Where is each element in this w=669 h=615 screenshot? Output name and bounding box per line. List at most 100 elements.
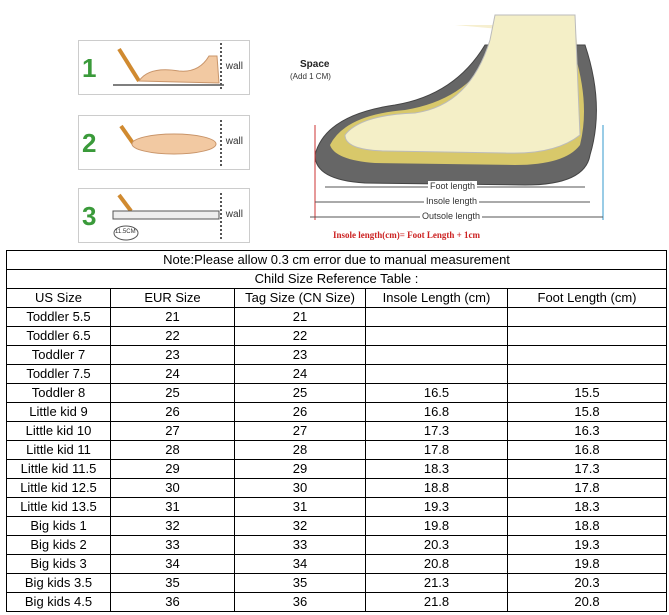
- table-cell: 16.5: [365, 383, 508, 403]
- table-cell: 27: [110, 421, 235, 441]
- insole-formula: Insole length(cm)= Foot Length + 1cm: [333, 230, 480, 240]
- header-row: US Size EUR Size Tag Size (CN Size) Inso…: [6, 288, 667, 308]
- table-cell: 25: [234, 383, 366, 403]
- outsole-length-label: Outsole length: [420, 211, 483, 221]
- table-cell: Little kid 12.5: [6, 478, 111, 498]
- table-row: Big kids 3 34 34 20.8 19.8: [6, 554, 667, 574]
- table-cell: Big kids 1: [6, 516, 111, 536]
- table-cell: 20.3: [365, 535, 508, 555]
- table-cell: 33: [234, 535, 366, 555]
- table-row: Big kids 3.5 35 35 21.3 20.3: [6, 573, 667, 593]
- table-cell: Big kids 3: [6, 554, 111, 574]
- note-row: Note:Please allow 0.3 cm error due to ma…: [6, 250, 667, 270]
- table-title: Child Size Reference Table :: [6, 269, 667, 289]
- table-cell: [507, 307, 667, 327]
- table-cell: Little kid 13.5: [6, 497, 111, 517]
- table-cell: 28: [110, 440, 235, 460]
- space-sub-label: (Add 1 CM): [290, 72, 331, 81]
- column-header: Tag Size (CN Size): [234, 288, 366, 308]
- wall-label: wall: [225, 136, 243, 147]
- table-cell: 21.3: [365, 573, 508, 593]
- column-header: Insole Length (cm): [365, 288, 508, 308]
- column-header: Foot Length (cm): [507, 288, 667, 308]
- table-cell: [507, 326, 667, 346]
- table-cell: Toddler 7: [6, 345, 111, 365]
- table-cell: Toddler 8: [6, 383, 111, 403]
- step-3-panel: 3 11.5CM wall: [78, 188, 250, 243]
- table-cell: 20.3: [507, 573, 667, 593]
- size-table: Note:Please allow 0.3 cm error due to ma…: [6, 250, 667, 612]
- table-cell: 21: [110, 307, 235, 327]
- table-cell: 21: [234, 307, 366, 327]
- table-cell: 26: [110, 402, 235, 422]
- table-cell: 36: [234, 592, 366, 612]
- table-cell: 17.3: [507, 459, 667, 479]
- measurement-banner: 1 wall 2 wall 3: [0, 0, 669, 250]
- table-cell: 20.8: [507, 592, 667, 612]
- table-cell: Big kids 4.5: [6, 592, 111, 612]
- table-cell: 17.8: [507, 478, 667, 498]
- table-cell: Toddler 6.5: [6, 326, 111, 346]
- table-row: Toddler 5.5 21 21: [6, 307, 667, 327]
- table-cell: 19.3: [507, 535, 667, 555]
- table-cell: 22: [234, 326, 366, 346]
- step-number: 2: [82, 128, 97, 158]
- table-cell: 24: [110, 364, 235, 384]
- table-cell: 34: [110, 554, 235, 574]
- table-cell: 31: [234, 497, 366, 517]
- table-cell: 23: [110, 345, 235, 365]
- table-row: Big kids 2 33 33 20.3 19.3: [6, 535, 667, 555]
- column-header: US Size: [6, 288, 111, 308]
- table-cell: 34: [234, 554, 366, 574]
- foot-length-label: Foot length: [428, 181, 478, 191]
- wall-label: wall: [225, 61, 243, 72]
- table-cell: 36: [110, 592, 235, 612]
- table-cell: 18.3: [507, 497, 667, 517]
- table-row: Big kids 1 32 32 19.8 18.8: [6, 516, 667, 536]
- foot-side-icon: [113, 43, 224, 91]
- table-cell: 28: [234, 440, 366, 460]
- table-cell: [507, 345, 667, 365]
- table-cell: Little kid 10: [6, 421, 111, 441]
- table-cell: 32: [110, 516, 235, 536]
- table-cell: 18.3: [365, 459, 508, 479]
- table-cell: [365, 326, 508, 346]
- table-row: Little kid 9 26 26 16.8 15.8: [6, 402, 667, 422]
- space-label: Space: [300, 59, 330, 70]
- step-number: 1: [82, 53, 97, 83]
- table-cell: 35: [234, 573, 366, 593]
- table-cell: 16.8: [365, 402, 508, 422]
- table-cell: 35: [110, 573, 235, 593]
- table-cell: 24: [234, 364, 366, 384]
- table-cell: Big kids 3.5: [6, 573, 111, 593]
- table-cell: 25: [110, 383, 235, 403]
- table-cell: Toddler 7.5: [6, 364, 111, 384]
- table-row: Big kids 4.5 36 36 21.8 20.8: [6, 592, 667, 612]
- step-1-panel: 1 wall: [78, 40, 250, 95]
- table-cell: [507, 364, 667, 384]
- table-cell: 32: [234, 516, 366, 536]
- table-row: Little kid 10 27 27 17.3 16.3: [6, 421, 667, 441]
- step-2-panel: 2 wall: [78, 115, 250, 170]
- table-cell: 30: [110, 478, 235, 498]
- table-cell: 21.8: [365, 592, 508, 612]
- table-row: Toddler 7.5 24 24: [6, 364, 667, 384]
- shoe-diagram: [310, 14, 604, 220]
- table-cell: 26: [234, 402, 366, 422]
- note-cell: Note:Please allow 0.3 cm error due to ma…: [6, 250, 667, 270]
- table-cell: 17.8: [365, 440, 508, 460]
- table-cell: 17.3: [365, 421, 508, 441]
- table-row: Toddler 6.5 22 22: [6, 326, 667, 346]
- table-cell: 18.8: [365, 478, 508, 498]
- column-header: EUR Size: [110, 288, 235, 308]
- ruler-icon: [112, 193, 222, 241]
- table-cell: 20.8: [365, 554, 508, 574]
- table-cell: 18.8: [507, 516, 667, 536]
- table-cell: 16.8: [507, 440, 667, 460]
- ruler-reading: 11.5CM: [115, 229, 136, 235]
- table-cell: Little kid 9: [6, 402, 111, 422]
- table-row: Little kid 13.5 31 31 19.3 18.3: [6, 497, 667, 517]
- table-cell: 27: [234, 421, 366, 441]
- table-cell: [365, 345, 508, 365]
